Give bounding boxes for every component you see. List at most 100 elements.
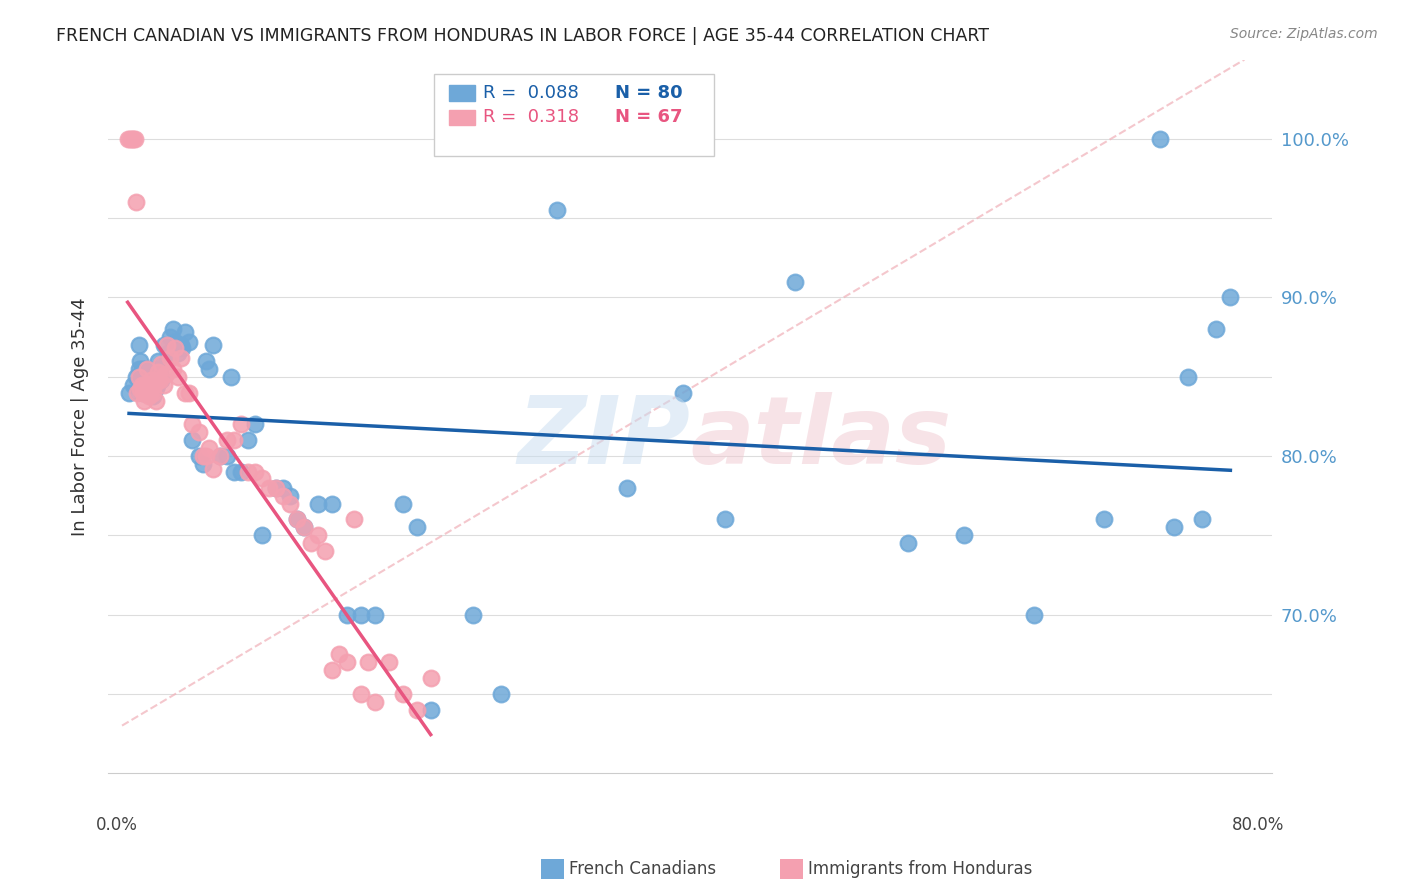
Point [1149, 132, 1171, 146]
Point [135, 377, 157, 392]
Point [314, 544, 336, 558]
Point [1022, 607, 1045, 622]
Point [198, 361, 221, 376]
Point [391, 497, 413, 511]
Text: N = 67: N = 67 [614, 109, 682, 127]
Point [221, 369, 243, 384]
Point [128, 338, 150, 352]
Point [124, 132, 146, 146]
Point [167, 346, 190, 360]
Point [419, 703, 441, 717]
FancyBboxPatch shape [434, 74, 713, 156]
Point [188, 425, 211, 440]
Point [162, 322, 184, 336]
Point [157, 346, 180, 360]
Point [785, 275, 807, 289]
Text: N = 80: N = 80 [614, 84, 682, 103]
Point [1163, 520, 1185, 534]
Point [181, 417, 204, 432]
Point [195, 449, 218, 463]
Point [153, 377, 176, 392]
Point [252, 471, 274, 485]
Point [139, 373, 162, 387]
Point [136, 361, 159, 376]
Text: FRENCH CANADIAN VS IMMIGRANTS FROM HONDURAS IN LABOR FORCE | AGE 35-44 CORRELATI: FRENCH CANADIAN VS IMMIGRANTS FROM HONDU… [56, 27, 990, 45]
Point [294, 520, 316, 534]
Point [202, 461, 225, 475]
Point [546, 203, 568, 218]
Point [195, 354, 218, 368]
Point [209, 449, 232, 463]
Point [349, 607, 371, 622]
Point [224, 433, 246, 447]
Point [129, 354, 152, 368]
Point [145, 381, 167, 395]
Point [1177, 369, 1199, 384]
Point [335, 655, 357, 669]
Point [209, 449, 232, 463]
Point [349, 687, 371, 701]
Point [132, 385, 155, 400]
Point [141, 383, 163, 397]
Point [122, 377, 145, 392]
Point [129, 383, 152, 397]
Y-axis label: In Labor Force | Age 35-44: In Labor Force | Age 35-44 [72, 297, 89, 536]
Point [131, 377, 153, 392]
Point [224, 465, 246, 479]
Point [134, 393, 156, 408]
Point [174, 385, 197, 400]
Point [356, 655, 378, 669]
Point [162, 361, 184, 376]
Point [120, 132, 142, 146]
Point [143, 369, 166, 384]
Point [155, 367, 177, 381]
Point [153, 338, 176, 352]
Point [342, 512, 364, 526]
Point [202, 338, 225, 352]
Point [135, 377, 157, 392]
Point [307, 528, 329, 542]
Point [321, 497, 343, 511]
Point [148, 354, 170, 368]
Point [138, 389, 160, 403]
Point [128, 361, 150, 376]
Point [165, 334, 187, 349]
Point [299, 536, 322, 550]
Point [136, 361, 159, 376]
Point [287, 512, 309, 526]
Point [146, 373, 169, 387]
Point [714, 512, 737, 526]
Text: ZIP: ZIP [517, 392, 690, 483]
Point [170, 351, 193, 365]
Point [127, 385, 149, 400]
Point [280, 497, 302, 511]
Point [1191, 512, 1213, 526]
Point [172, 341, 194, 355]
Point [266, 481, 288, 495]
Point [136, 385, 159, 400]
Point [122, 132, 145, 146]
Point [156, 354, 179, 368]
Point [188, 449, 211, 463]
Point [143, 377, 166, 392]
Point [363, 607, 385, 622]
Point [198, 441, 221, 455]
Point [150, 373, 173, 387]
Point [132, 369, 155, 384]
Point [616, 481, 638, 495]
Point [159, 330, 181, 344]
Point [125, 195, 148, 210]
Point [138, 377, 160, 392]
Point [142, 385, 165, 400]
Point [321, 663, 343, 677]
FancyBboxPatch shape [449, 110, 475, 125]
Point [167, 369, 190, 384]
Point [897, 536, 920, 550]
Point [121, 132, 143, 146]
Point [181, 433, 204, 447]
Point [139, 385, 162, 400]
Point [149, 373, 172, 387]
Point [141, 373, 163, 387]
Point [363, 695, 385, 709]
Point [142, 389, 165, 403]
